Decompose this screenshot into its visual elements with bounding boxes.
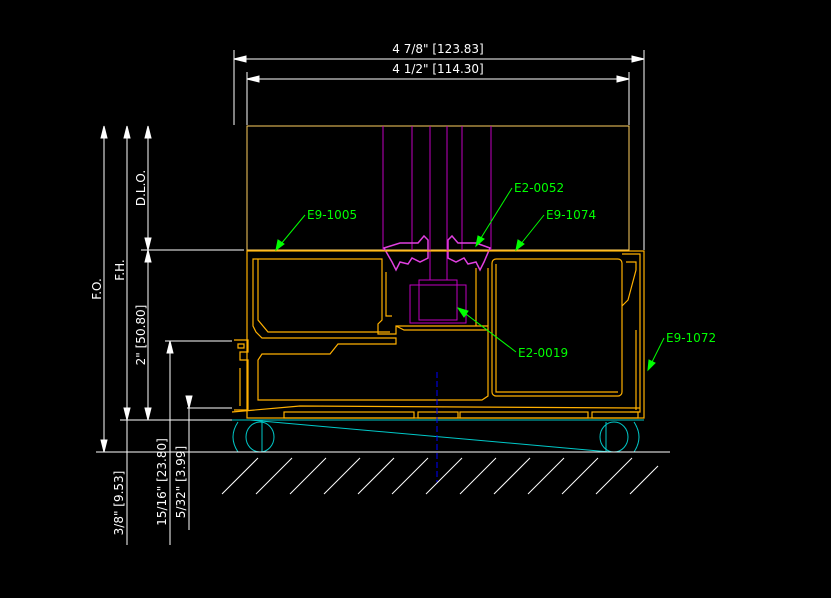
bottom-dim-c-label: 5/32" [3.99] xyxy=(174,446,188,518)
glass-lites xyxy=(382,126,492,324)
overall-width-label: 4 7/8" [123.83] xyxy=(392,42,483,56)
glazing-gaskets xyxy=(382,234,492,272)
callout-e9-1074: E9-1074 xyxy=(546,208,596,222)
upper-frame-outline xyxy=(246,125,630,251)
callout-e9-1072: E9-1072 xyxy=(666,331,716,345)
ground-hatch xyxy=(198,451,670,495)
fo-label: F.O. xyxy=(90,278,104,300)
dlo-label: D.L.O. xyxy=(134,170,148,206)
callout-e2-0019: E2-0019 xyxy=(518,346,568,360)
overall-width-dimension xyxy=(233,50,645,250)
inner-width-label: 4 1/2" [114.30] xyxy=(392,62,483,76)
inner-width-dimension xyxy=(246,72,630,125)
bottom-dim-a-label: 3/8" [9.53] xyxy=(112,471,126,536)
bottom-dim-b-label: 15/16" [23.80] xyxy=(155,438,169,526)
vertical-dimension-lines xyxy=(96,125,244,545)
callout-e9-1005: E9-1005 xyxy=(307,208,357,222)
callout-e2-0052: E2-0052 xyxy=(514,181,564,195)
sill-frame-profile xyxy=(231,250,645,419)
frame-height-label: 2" [50.80] xyxy=(134,305,148,366)
callout-leaders xyxy=(275,187,665,372)
fh-label: F.H. xyxy=(113,259,127,280)
